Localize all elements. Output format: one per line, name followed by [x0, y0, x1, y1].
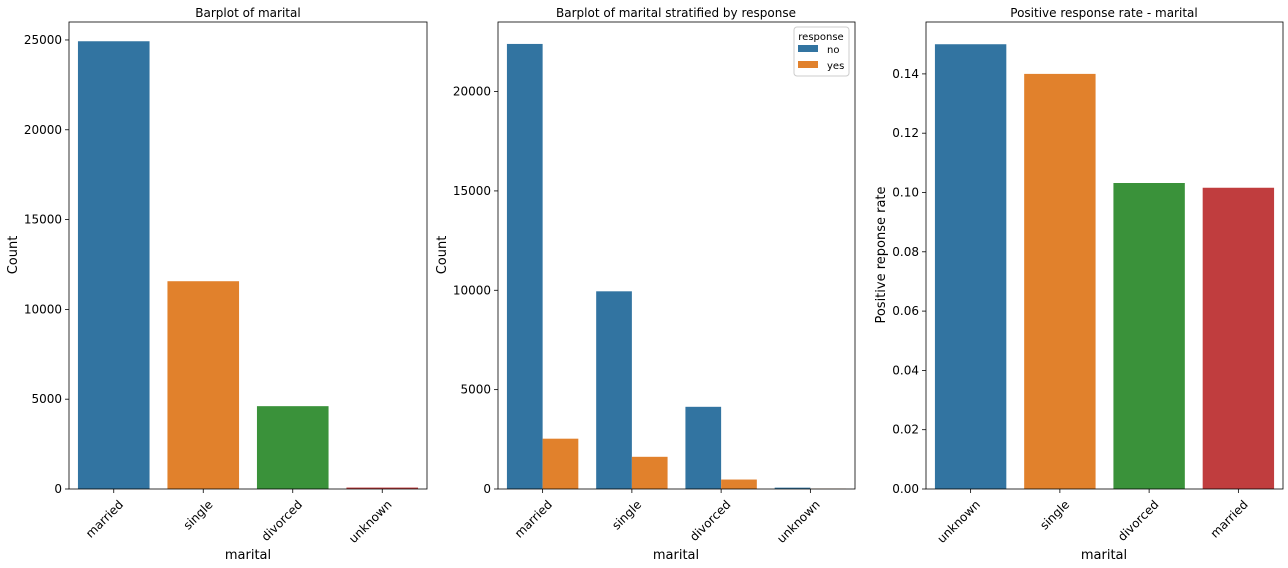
bar-no-divorced [685, 406, 722, 489]
bar-yes-married [542, 438, 579, 489]
x-axis-label: marital [225, 548, 271, 563]
bar-no-married [506, 43, 543, 490]
y-axis-label: Count [435, 236, 450, 275]
chart-title: Barplot of marital stratified by respons… [556, 6, 796, 20]
y-tick-label: 5000 [460, 383, 491, 397]
axes-frame [925, 21, 1284, 490]
bar-single [1024, 73, 1096, 489]
legend-label-no: no [827, 45, 839, 56]
y-tick-label: 0.10 [892, 185, 919, 199]
y-tick-label: 10000 [24, 302, 62, 316]
axes-frame [68, 21, 428, 490]
y-tick-label: 0.12 [892, 126, 919, 140]
bar-yes-single [631, 456, 668, 489]
legend-title: response [798, 32, 843, 43]
y-tick-label: 5000 [31, 392, 62, 406]
y-tick-label: 0.00 [892, 482, 919, 496]
y-tick-label: 0.06 [892, 304, 919, 318]
y-tick-label: 0 [483, 482, 491, 496]
y-tick-label: 0.14 [892, 67, 919, 81]
bar-no-unknown [774, 487, 811, 489]
x-axis-label: marital [653, 548, 699, 563]
bar-single [167, 281, 240, 489]
y-tick-label: 20000 [24, 123, 62, 137]
bar-married [1202, 187, 1275, 490]
bar-married [77, 41, 150, 490]
chart-marital-by-response: Barplot of marital stratified by respons… [435, 6, 856, 563]
bar-unknown [346, 487, 419, 489]
y-axis-label: Positive reponse rate [874, 186, 889, 323]
legend-swatch-no [798, 45, 818, 52]
x-axis-label: marital [1081, 548, 1127, 563]
y-tick-label: 0.08 [892, 245, 919, 259]
bar-unknown [934, 44, 1007, 489]
y-tick-label: 0 [54, 482, 62, 496]
y-tick-label: 15000 [453, 184, 491, 198]
legend-swatch-yes [798, 61, 818, 68]
y-axis-label: Count [6, 236, 21, 275]
chart-positive-response-rate: Positive response rate - marital marital… [874, 6, 1284, 563]
legend: response no yes [793, 26, 850, 77]
legend-label-yes: yes [827, 61, 844, 72]
axes-frame [497, 21, 856, 490]
chart-title: Barplot of marital [195, 6, 300, 20]
y-tick-label: 25000 [24, 33, 62, 47]
bar-no-single [596, 291, 632, 489]
y-tick-label: 20000 [453, 85, 491, 99]
bar-divorced [1113, 183, 1185, 489]
y-tick-label: 0.04 [892, 363, 919, 377]
bar-divorced [256, 406, 329, 489]
y-tick-label: 15000 [24, 213, 62, 227]
y-tick-label: 10000 [453, 283, 491, 297]
y-tick-label: 0.02 [892, 423, 919, 437]
chart-title: Positive response rate - marital [1010, 6, 1197, 20]
bar-yes-divorced [721, 479, 757, 489]
